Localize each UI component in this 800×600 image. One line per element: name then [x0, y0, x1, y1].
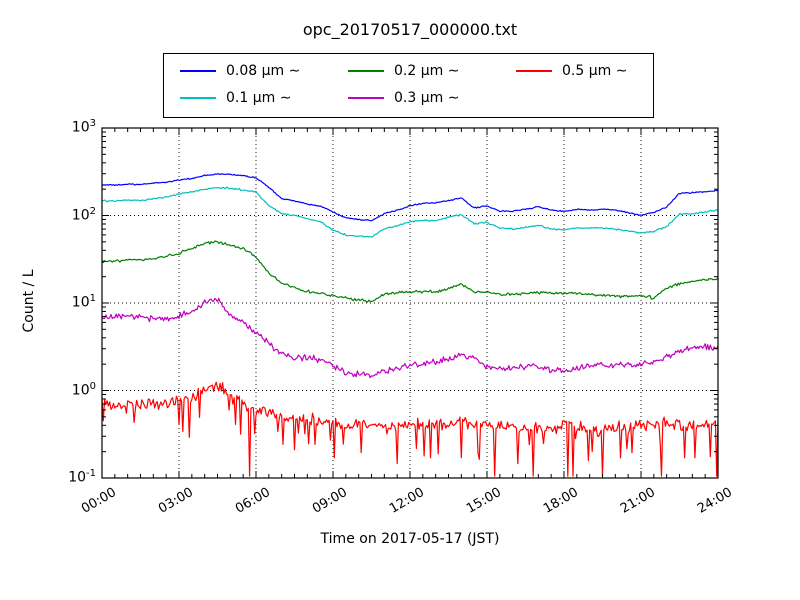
legend-entry: 0.2 μm ∼	[348, 61, 459, 81]
legend-label: 0.5 μm ∼	[562, 63, 628, 79]
y-tick-label: 103	[71, 118, 96, 136]
x-axis-label: Time on 2017-05-17 (JST)	[320, 531, 500, 547]
y-tick-label: 102	[71, 205, 96, 224]
series-line-0.3	[102, 297, 718, 379]
legend-entry: 0.3 μm ∼	[348, 88, 459, 108]
legend-label: 0.2 μm ∼	[394, 63, 460, 79]
axis-ticks	[101, 127, 719, 479]
data-series	[102, 173, 718, 477]
legend-entry: 0.08 μm ∼	[180, 61, 300, 81]
legend-line-swatch	[516, 70, 552, 72]
series-line-0.08	[102, 173, 718, 222]
series-line-0.2	[102, 240, 718, 303]
y-tick-label: 100	[71, 380, 96, 399]
legend: 0.08 μm ∼ 0.1 μm ∼ 0.2 μm ∼ 0.3 μm ∼ 0.5 μm …	[163, 53, 654, 118]
y-tick-label: 101	[71, 293, 96, 311]
legend-line-swatch	[180, 70, 216, 72]
legend-label: 0.1 μm ∼	[226, 90, 292, 106]
series-line-0.5	[102, 381, 718, 477]
legend-entry: 0.1 μm ∼	[180, 88, 291, 108]
legend-label: 0.08 μm ∼	[226, 63, 301, 79]
legend-line-swatch	[348, 70, 384, 72]
legend-entry: 0.5 μm ∼	[516, 61, 627, 81]
gridlines	[102, 128, 718, 478]
legend-line-swatch	[348, 97, 384, 99]
legend-line-swatch	[180, 97, 216, 99]
y-tick-label: 10-1	[68, 468, 96, 486]
y-axis-label: Count / L	[21, 269, 37, 333]
legend-label: 0.3 μm ∼	[394, 90, 460, 106]
plot-title: opc_20170517_000000.txt	[302, 20, 518, 39]
series-line-0.1	[102, 186, 718, 238]
